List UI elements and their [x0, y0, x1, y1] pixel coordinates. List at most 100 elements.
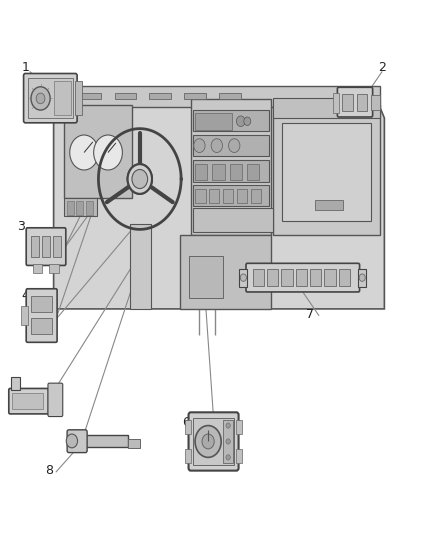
Bar [42, 236, 49, 257]
Bar [31, 236, 39, 257]
Bar [67, 201, 74, 215]
FancyBboxPatch shape [26, 228, 66, 265]
Bar [53, 236, 60, 257]
Bar [223, 420, 233, 463]
Bar [237, 420, 242, 433]
Circle shape [36, 93, 45, 104]
Bar [193, 110, 269, 131]
Bar [191, 100, 271, 235]
Polygon shape [53, 97, 385, 309]
Circle shape [202, 434, 214, 449]
Circle shape [229, 139, 240, 152]
Bar [223, 189, 233, 204]
Bar [64, 198, 97, 216]
Circle shape [31, 87, 50, 110]
Bar [333, 93, 339, 113]
Bar [273, 98, 380, 118]
Bar [184, 93, 206, 100]
Circle shape [226, 423, 230, 428]
FancyBboxPatch shape [24, 74, 77, 123]
Bar [193, 135, 269, 156]
Bar [371, 95, 380, 110]
Circle shape [211, 139, 223, 152]
Circle shape [240, 274, 247, 281]
Circle shape [195, 425, 221, 457]
Bar [319, 107, 345, 118]
Bar [284, 107, 311, 118]
Bar [193, 208, 273, 232]
Bar [28, 78, 73, 118]
Bar [237, 189, 247, 204]
FancyBboxPatch shape [48, 383, 63, 417]
Bar [86, 201, 93, 215]
Circle shape [94, 135, 122, 170]
Bar [253, 269, 264, 286]
Bar [130, 224, 151, 309]
Bar [75, 81, 82, 115]
Bar [357, 94, 367, 111]
Bar [21, 306, 28, 325]
Circle shape [194, 139, 205, 152]
Bar [342, 94, 353, 111]
Bar [315, 200, 343, 210]
Text: 5: 5 [11, 385, 18, 398]
Circle shape [132, 169, 148, 189]
Bar [12, 393, 43, 409]
Bar [193, 418, 234, 465]
FancyBboxPatch shape [26, 289, 57, 342]
Bar [31, 296, 52, 312]
Bar [282, 123, 371, 221]
Bar [339, 269, 350, 286]
Bar [193, 160, 269, 182]
Bar [240, 269, 247, 287]
Bar [324, 269, 336, 286]
Text: 3: 3 [17, 220, 25, 233]
Bar [33, 264, 42, 273]
Bar [281, 269, 293, 286]
Bar [209, 189, 219, 204]
Bar [76, 201, 83, 215]
Bar [185, 449, 191, 463]
Bar [58, 86, 380, 108]
Bar [49, 264, 59, 273]
Text: 1: 1 [21, 61, 29, 74]
Bar [188, 256, 223, 298]
Circle shape [359, 274, 365, 281]
Bar [149, 93, 171, 100]
Text: 7: 7 [307, 308, 314, 321]
FancyBboxPatch shape [67, 430, 87, 453]
Text: 6: 6 [182, 416, 190, 430]
Bar [219, 93, 241, 100]
Circle shape [226, 439, 230, 444]
Bar [80, 93, 102, 100]
Bar [296, 269, 307, 286]
Bar [310, 269, 321, 286]
Bar [195, 113, 232, 130]
Bar [247, 164, 259, 180]
Bar [193, 185, 269, 206]
Bar [11, 377, 20, 390]
Bar [115, 93, 136, 100]
Circle shape [226, 455, 230, 460]
Bar [230, 164, 242, 180]
Bar [251, 189, 261, 204]
Circle shape [70, 135, 99, 170]
Text: 4: 4 [21, 289, 29, 302]
Bar [53, 81, 71, 115]
FancyBboxPatch shape [9, 389, 48, 414]
Bar [84, 435, 127, 447]
Bar [358, 269, 366, 287]
Circle shape [244, 117, 251, 125]
Bar [127, 439, 140, 448]
Bar [267, 269, 278, 286]
Bar [237, 449, 242, 463]
FancyBboxPatch shape [337, 87, 373, 117]
Text: 2: 2 [378, 61, 386, 74]
FancyBboxPatch shape [188, 413, 239, 471]
Bar [195, 189, 205, 204]
Text: 8: 8 [45, 464, 53, 477]
Bar [212, 164, 225, 180]
Bar [273, 105, 380, 235]
Bar [64, 105, 132, 198]
FancyBboxPatch shape [246, 263, 360, 292]
